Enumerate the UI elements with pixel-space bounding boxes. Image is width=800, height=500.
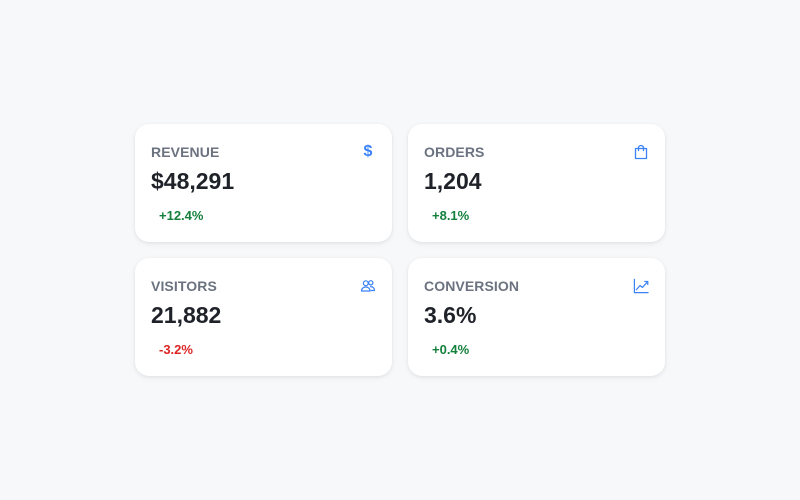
conversion-card: CONVERSION 3.6% +0.4% bbox=[408, 258, 665, 376]
revenue-card: REVENUE $ $48,291 +12.4% bbox=[135, 124, 392, 242]
card-label: VISITORS bbox=[151, 278, 217, 294]
dollar-glyph: $ bbox=[363, 143, 373, 160]
card-value: 21,882 bbox=[151, 302, 222, 328]
shopping-bag-icon bbox=[633, 144, 649, 160]
stats-grid: REVENUE $ $48,291 +12.4% ORDERS 1,204 +8… bbox=[135, 124, 665, 376]
card-delta: +12.4% bbox=[159, 208, 204, 223]
card-value: $48,291 bbox=[151, 168, 235, 194]
card-label: ORDERS bbox=[424, 144, 485, 160]
card-delta: -3.2% bbox=[159, 342, 193, 357]
card-delta: +8.1% bbox=[432, 208, 470, 223]
dollar-icon: $ bbox=[360, 144, 376, 160]
visitors-card: VISITORS 21,882 -3.2% bbox=[135, 258, 392, 376]
card-delta: +0.4% bbox=[432, 342, 470, 357]
card-value: 3.6% bbox=[424, 302, 477, 328]
card-label: CONVERSION bbox=[424, 278, 520, 294]
card-value: 1,204 bbox=[424, 168, 482, 194]
card-label: REVENUE bbox=[151, 144, 220, 160]
trending-up-icon bbox=[633, 278, 649, 294]
orders-card: ORDERS 1,204 +8.1% bbox=[408, 124, 665, 242]
users-icon bbox=[360, 278, 376, 294]
